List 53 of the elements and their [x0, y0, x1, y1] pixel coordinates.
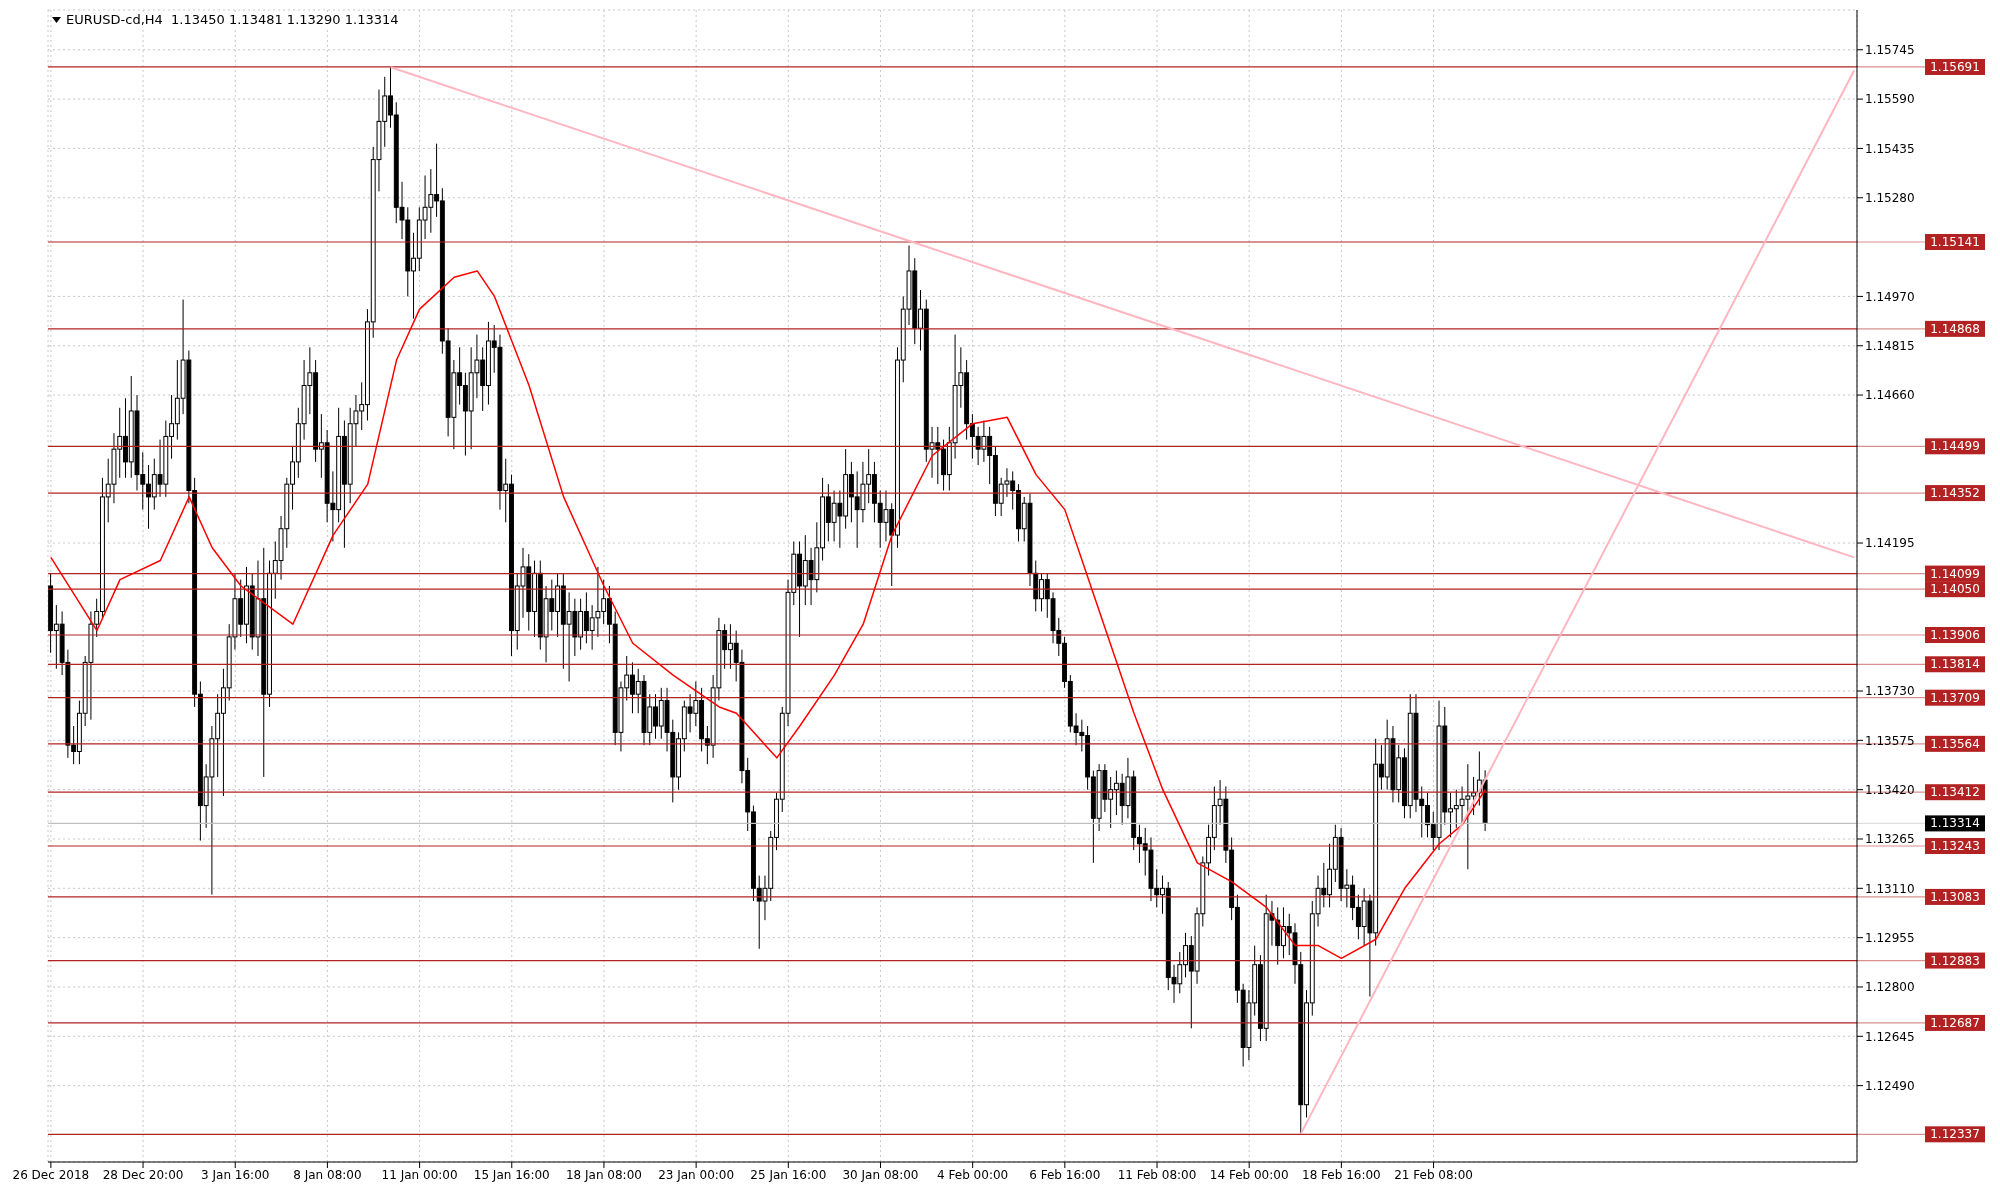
- y-tick-label: 1.14195: [1865, 536, 1915, 551]
- x-tick-label: 14 Feb 00:00: [1209, 1167, 1289, 1182]
- x-tick-label: 11 Feb 08:00: [1117, 1167, 1197, 1182]
- line-series: [50, 270, 1487, 960]
- ref-line-label: 1.14499: [1930, 439, 1980, 454]
- y-tick-label: 1.14970: [1865, 289, 1915, 304]
- y-tick-label: 1.13730: [1865, 684, 1915, 699]
- x-tick-label: 3 Jan 16:00: [201, 1167, 270, 1182]
- x-tick-label: 18 Jan 08:00: [565, 1167, 642, 1182]
- y-tick-label: 1.14660: [1865, 388, 1915, 403]
- ref-line-label: 1.15691: [1930, 59, 1980, 74]
- x-tick-label: 18 Feb 16:00: [1302, 1167, 1381, 1182]
- x-tick-label: 21 Feb 08:00: [1394, 1167, 1473, 1182]
- ref-line-label: 1.13243: [1930, 839, 1980, 853]
- x-tick-label: 26 Dec 2018: [12, 1167, 90, 1182]
- x-tick-label: 4 Feb 00:00: [937, 1167, 1009, 1182]
- y-tick-label: 1.13110: [1865, 881, 1915, 896]
- ref-line-label: 1.14050: [1930, 582, 1980, 597]
- ref-line-label: 1.14099: [1930, 566, 1980, 581]
- ref-line-label: 1.12687: [1930, 1015, 1980, 1030]
- x-tick-label: 25 Jan 16:00: [750, 1167, 827, 1182]
- x-tick-label: 15 Jan 16:00: [473, 1167, 550, 1182]
- ref-line-label: 1.14352: [1930, 486, 1980, 501]
- y-tick-label: 1.15435: [1865, 141, 1915, 156]
- y-tick-label: 1.15590: [1865, 92, 1915, 107]
- x-tick-label: 23 Jan 00:00: [658, 1167, 735, 1182]
- ref-line-label: 1.13564: [1930, 736, 1980, 751]
- x-tick-label: 28 Dec 20:00: [102, 1167, 184, 1182]
- ref-line-label: 1.13709: [1930, 690, 1980, 705]
- y-tick-label: 1.15280: [1865, 191, 1915, 206]
- y-tick-label: 1.12955: [1865, 930, 1915, 945]
- y-tick-label: 1.12490: [1865, 1078, 1915, 1093]
- chart-title: EURUSD-cd,H4 1.13450 1.13481 1.13290 1.13314: [66, 12, 399, 27]
- y-tick-label: 1.14815: [1865, 338, 1915, 353]
- ref-line-label: 1.13814: [1930, 657, 1980, 672]
- ref-line-label: 1.13412: [1930, 785, 1980, 800]
- y-tick-label: 1.13265: [1865, 832, 1915, 847]
- y-tick-label: 1.13575: [1865, 733, 1915, 748]
- ref-line-label: 1.13906: [1930, 628, 1980, 643]
- ref-line-label: 1.15141: [1930, 234, 1980, 249]
- x-tick-label: 11 Jan 00:00: [381, 1167, 458, 1182]
- ref-line-label: 1.12883: [1930, 953, 1980, 968]
- ref-line-label: 1.13314: [1930, 816, 1980, 831]
- x-tick-label: 6 Feb 16:00: [1029, 1167, 1101, 1182]
- y-tick-label: 1.12800: [1865, 980, 1915, 995]
- x-tick-label: 30 Jan 08:00: [842, 1167, 919, 1182]
- x-tick-label: 8 Jan 08:00: [293, 1167, 362, 1182]
- y-tick-label: 1.15745: [1865, 43, 1915, 58]
- y-tick-label: 1.13420: [1865, 782, 1915, 797]
- y-tick-label: 1.12645: [1865, 1029, 1915, 1044]
- ref-line-label: 1.14868: [1930, 321, 1980, 336]
- ref-line-label: 1.12337: [1930, 1127, 1980, 1142]
- ref-line-label: 1.13083: [1930, 889, 1980, 904]
